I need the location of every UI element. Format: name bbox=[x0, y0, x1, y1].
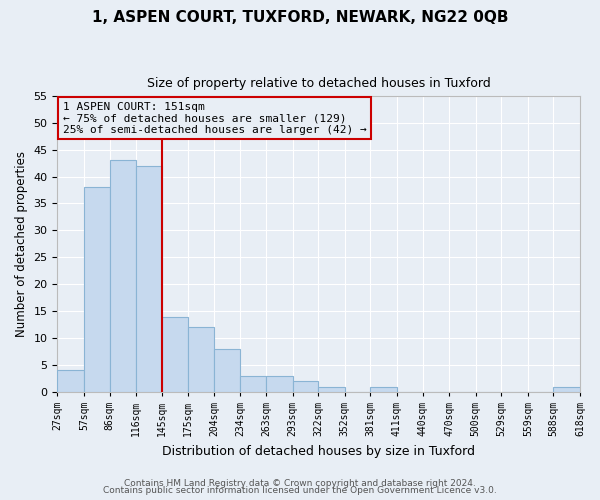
Bar bbox=[293, 381, 318, 392]
Bar bbox=[241, 376, 266, 392]
Bar bbox=[318, 386, 345, 392]
Bar bbox=[370, 386, 397, 392]
X-axis label: Distribution of detached houses by size in Tuxford: Distribution of detached houses by size … bbox=[162, 444, 475, 458]
Bar bbox=[162, 316, 188, 392]
Bar bbox=[84, 188, 110, 392]
Text: Contains public sector information licensed under the Open Government Licence v3: Contains public sector information licen… bbox=[103, 486, 497, 495]
Text: 1, ASPEN COURT, TUXFORD, NEWARK, NG22 0QB: 1, ASPEN COURT, TUXFORD, NEWARK, NG22 0Q… bbox=[92, 10, 508, 25]
Bar bbox=[266, 376, 293, 392]
Text: 1 ASPEN COURT: 151sqm
← 75% of detached houses are smaller (129)
25% of semi-det: 1 ASPEN COURT: 151sqm ← 75% of detached … bbox=[62, 102, 367, 135]
Bar bbox=[58, 370, 84, 392]
Title: Size of property relative to detached houses in Tuxford: Size of property relative to detached ho… bbox=[147, 78, 491, 90]
Text: Contains HM Land Registry data © Crown copyright and database right 2024.: Contains HM Land Registry data © Crown c… bbox=[124, 478, 476, 488]
Bar bbox=[188, 328, 214, 392]
Bar bbox=[214, 349, 241, 392]
Bar bbox=[110, 160, 136, 392]
Y-axis label: Number of detached properties: Number of detached properties bbox=[15, 151, 28, 337]
Bar bbox=[136, 166, 162, 392]
Bar bbox=[553, 386, 580, 392]
